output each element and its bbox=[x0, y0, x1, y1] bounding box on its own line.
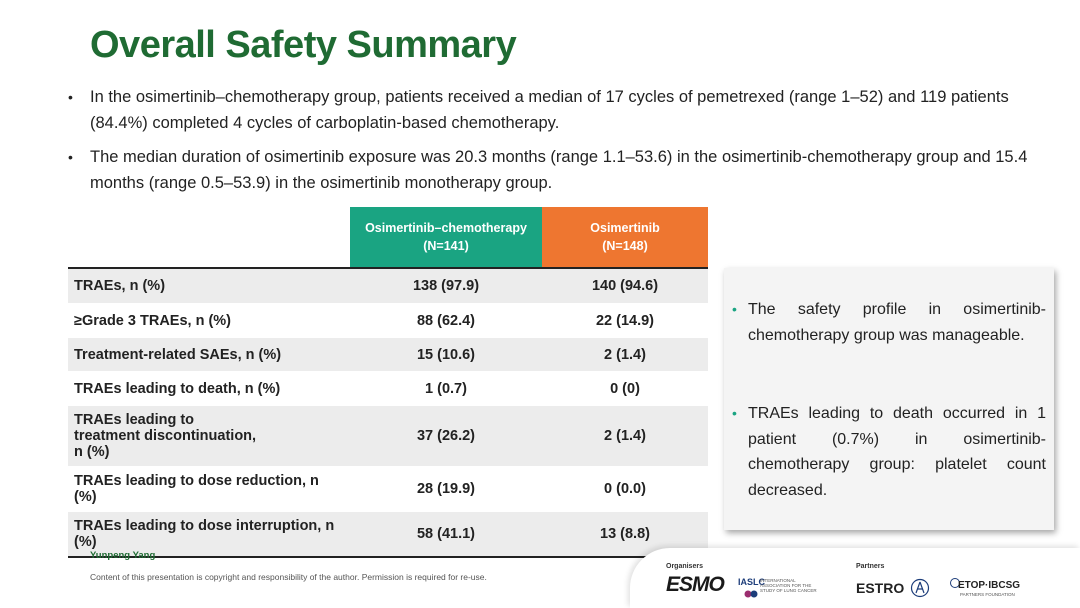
table-row: TRAEs leading to dose interruption, n (%… bbox=[68, 511, 708, 558]
bullet-dot-icon: • bbox=[732, 405, 737, 421]
iaslc-logo-subtitle: INTERNATIONAL ASSOCIATION FOR THE STUDY … bbox=[760, 578, 817, 593]
combo-value: 88 (62.4) bbox=[350, 303, 542, 338]
side-notes-box: • The safety profile in osimertinib-chem… bbox=[724, 268, 1054, 530]
partner-emblem-icon bbox=[910, 578, 930, 598]
combo-value: 1 (0.7) bbox=[350, 371, 542, 406]
intro-bullets: • In the osimertinib–chemotherapy group,… bbox=[68, 84, 1058, 204]
mono-value: 2 (1.4) bbox=[542, 337, 708, 372]
table-row: TRAEs leading to treatment discontinuati… bbox=[68, 405, 708, 467]
mono-value: 22 (14.9) bbox=[542, 303, 708, 338]
side-note: • TRAEs leading to death occurred in 1 p… bbox=[732, 401, 1046, 503]
intro-bullet-text: In the osimertinib–chemotherapy group, p… bbox=[90, 88, 1009, 132]
table-row: TRAEs leading to death, n (%) 1 (0.7) 0 … bbox=[68, 371, 708, 406]
header-mono-name: Osimertinib bbox=[590, 221, 660, 235]
row-label: TRAEs, n (%) bbox=[68, 267, 350, 304]
bullet-dot-icon: • bbox=[68, 149, 73, 165]
etop-logo-subtitle: PARTNERS FOUNDATION bbox=[960, 592, 1015, 597]
intro-bullet: • In the osimertinib–chemotherapy group,… bbox=[68, 84, 1058, 136]
row-label: TRAEs leading to death, n (%) bbox=[68, 371, 350, 406]
etop-circle-icon bbox=[950, 578, 960, 588]
header-combo-n: (N=141) bbox=[423, 239, 469, 253]
estro-logo: ESTRO bbox=[856, 580, 905, 596]
header-combo-name: Osimertinib–chemotherapy bbox=[365, 221, 527, 235]
header-mono-n: (N=148) bbox=[602, 239, 648, 253]
row-label: ≥Grade 3 TRAEs, n (%) bbox=[68, 303, 350, 338]
side-note-text: TRAEs leading to death occurred in 1 pat… bbox=[748, 405, 1046, 499]
partners-label: Partners bbox=[856, 563, 885, 570]
row-label: Treatment-related SAEs, n (%) bbox=[68, 337, 350, 372]
slide-title: Overall Safety Summary bbox=[90, 24, 517, 66]
row-label: TRAEs leading to treatment discontinuati… bbox=[68, 405, 350, 467]
esmo-logo: ESMO bbox=[666, 573, 725, 596]
side-note-text: The safety profile in osimertinib-chemot… bbox=[748, 301, 1046, 344]
copyright-notice: Content of this presentation is copyrigh… bbox=[90, 572, 487, 582]
logo-strip bbox=[630, 548, 1080, 608]
combo-value: 138 (97.9) bbox=[350, 267, 542, 304]
header-osimertinib-chemotherapy: Osimertinib–chemotherapy (N=141) bbox=[350, 207, 542, 268]
table-header-row: Osimertinib–chemotherapy (N=141) Osimert… bbox=[68, 207, 708, 268]
iaslc-logo: IASLC bbox=[738, 577, 765, 587]
row-label: TRAEs leading to dose interruption, n (%… bbox=[68, 511, 350, 558]
table-row: TRAEs leading to dose reduction, n (%) 2… bbox=[68, 466, 708, 512]
mono-value: 140 (94.6) bbox=[542, 267, 708, 304]
combo-value: 15 (10.6) bbox=[350, 337, 542, 372]
header-osimertinib: Osimertinib (N=148) bbox=[542, 207, 708, 268]
bullet-dot-icon: • bbox=[68, 89, 73, 105]
intro-bullet: • The median duration of osimertinib exp… bbox=[68, 144, 1058, 196]
table-row: Treatment-related SAEs, n (%) 15 (10.6) … bbox=[68, 337, 708, 372]
combo-value: 28 (19.9) bbox=[350, 466, 542, 512]
author-name: Yunpeng Yang bbox=[90, 550, 156, 561]
iaslc-lungs-icon bbox=[744, 590, 758, 598]
combo-value: 37 (26.2) bbox=[350, 405, 542, 467]
row-label: TRAEs leading to dose reduction, n (%) bbox=[68, 466, 350, 512]
intro-bullet-text: The median duration of osimertinib expos… bbox=[90, 148, 1028, 192]
mono-value: 2 (1.4) bbox=[542, 405, 708, 467]
mono-value: 0 (0.0) bbox=[542, 466, 708, 512]
mono-value: 0 (0) bbox=[542, 371, 708, 406]
header-blank-cell bbox=[68, 207, 350, 268]
organisers-label: Organisers bbox=[666, 563, 703, 570]
combo-value: 58 (41.1) bbox=[350, 511, 542, 558]
etop-ibcsg-logo: ETOP·IBCSG bbox=[958, 580, 1021, 591]
safety-table: Osimertinib–chemotherapy (N=141) Osimert… bbox=[68, 207, 708, 558]
side-note: • The safety profile in osimertinib-chem… bbox=[732, 297, 1046, 348]
bullet-dot-icon: • bbox=[732, 301, 737, 317]
table-row: ≥Grade 3 TRAEs, n (%) 88 (62.4) 22 (14.9… bbox=[68, 303, 708, 338]
table-row: TRAEs, n (%) 138 (97.9) 140 (94.6) bbox=[68, 267, 708, 304]
